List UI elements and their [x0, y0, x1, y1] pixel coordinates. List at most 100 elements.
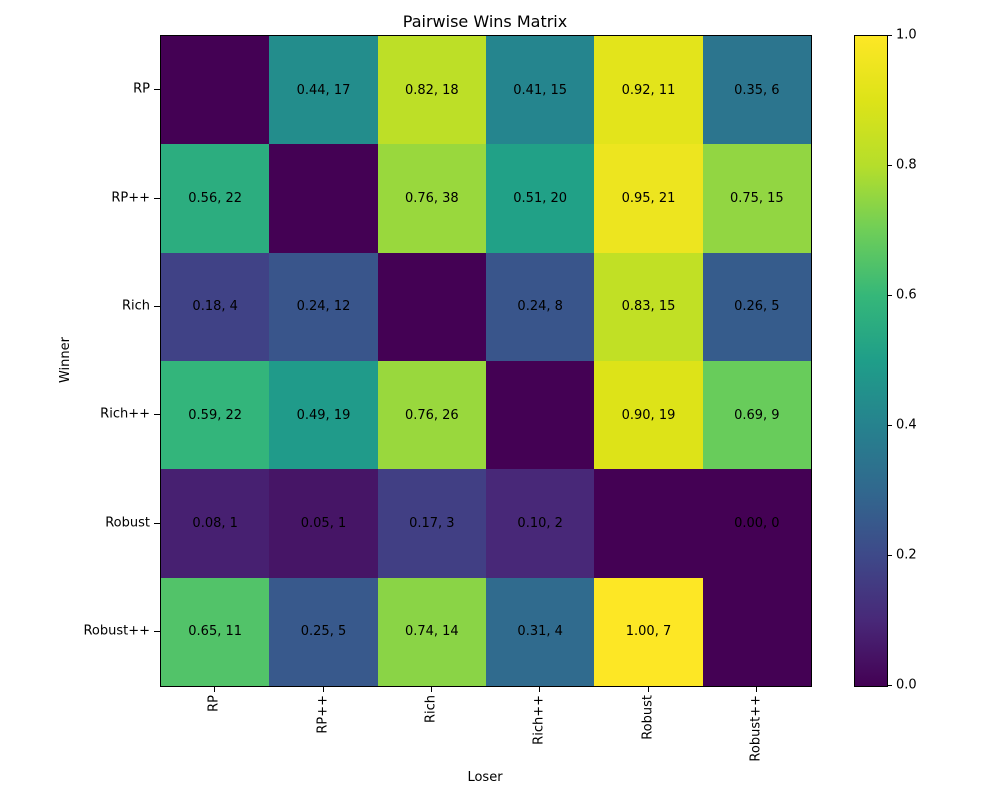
heatmap-cell: 0.08, 1 [161, 469, 270, 578]
colorbar-tick-label: 0.4 [896, 417, 917, 433]
heatmap-cell-label: 0.05, 1 [300, 515, 347, 531]
heatmap-cell-label: 0.65, 11 [188, 624, 243, 640]
colorbar-tick-mark [887, 425, 892, 426]
heatmap-cell: 0.41, 15 [486, 36, 595, 145]
heatmap-cell: 0.69, 9 [702, 361, 811, 470]
row-label: Robust [105, 515, 150, 530]
colorbar [854, 35, 888, 687]
colorbar-tick-mark [887, 295, 892, 296]
heatmap-cell [269, 144, 378, 253]
heatmap-cell-label: 0.76, 38 [404, 190, 459, 206]
x-tick-mark [755, 686, 757, 692]
heatmap-cell: 0.92, 11 [594, 36, 703, 145]
heatmap-cell: 0.74, 14 [377, 577, 486, 686]
row-label: Rich [121, 298, 150, 314]
heatmap-cell-label: 0.56, 22 [188, 190, 243, 206]
heatmap-cell-label: 0.49, 19 [296, 407, 351, 423]
heatmap-cell-label: 0.31, 4 [517, 624, 563, 640]
colorbar-tick-mark [887, 685, 892, 686]
colorbar-tick-label: 0.0 [896, 677, 917, 693]
chart-title: Pairwise Wins Matrix [402, 12, 568, 31]
heatmap-cell-label: 0.00, 0 [734, 515, 780, 531]
heatmap-cell: 0.83, 15 [594, 252, 703, 361]
col-label: Robust [640, 695, 655, 740]
heatmap-cell: 0.75, 15 [702, 144, 811, 253]
colorbar-tick-label: 0.2 [896, 547, 917, 563]
heatmap-cell-label: 0.25, 5 [300, 624, 347, 640]
heatmap-cell-label: 0.24, 12 [296, 299, 351, 315]
heatmap-cell: 0.24, 12 [269, 252, 378, 361]
colorbar-tick-label: 0.8 [896, 157, 917, 173]
row-label: RP [133, 81, 150, 97]
x-tick-mark [539, 686, 541, 692]
heatmap-cell-label: 0.08, 1 [192, 515, 238, 531]
heatmap-cell: 0.24, 8 [486, 252, 595, 361]
colorbar-tick-mark [887, 165, 892, 166]
heatmap-cell-label: 0.90, 19 [621, 407, 676, 423]
heatmap-axes: 0.44, 17 0.82, 18 0.41, 15 0.92, 11 0.35, 6 0… [160, 35, 812, 687]
heatmap-cell-label: 0.75, 15 [729, 190, 784, 206]
col-label: RP++ [315, 695, 330, 734]
col-label: Robust++ [748, 695, 764, 762]
heatmap-cell: 0.05, 1 [269, 469, 378, 578]
heatmap-cell: 0.44, 17 [269, 36, 378, 145]
heatmap-cell: 0.59, 22 [161, 361, 270, 470]
colorbar-tick-mark [887, 35, 892, 36]
colorbar-tick-mark [887, 555, 892, 556]
heatmap-cell-label: 0.69, 9 [734, 407, 780, 423]
heatmap-cell: 0.56, 22 [161, 144, 270, 253]
y-tick-mark [154, 305, 160, 307]
y-tick-mark [154, 414, 160, 416]
heatmap-cell-label: 1.00, 7 [625, 624, 672, 640]
heatmap-cell: 0.31, 4 [486, 577, 595, 686]
heatmap-grid: 0.44, 17 0.82, 18 0.41, 15 0.92, 11 0.35, 6 0… [161, 36, 811, 686]
heatmap-cell: 0.35, 6 [702, 36, 811, 145]
heatmap-cell-label: 0.51, 20 [513, 190, 568, 206]
heatmap-cell-label: 0.83, 15 [621, 299, 676, 315]
heatmap-cell-label: 0.18, 4 [192, 299, 238, 315]
heatmap-cell-label: 0.92, 11 [621, 82, 676, 98]
x-tick-mark [214, 686, 216, 692]
heatmap-cell: 1.00, 7 [594, 577, 703, 686]
heatmap-cell [594, 469, 703, 578]
row-label: Rich++ [100, 406, 150, 422]
heatmap-cell: 0.10, 2 [486, 469, 595, 578]
row-label: RP++ [111, 190, 150, 205]
heatmap-cell-label: 0.17, 3 [409, 515, 455, 531]
heatmap-cell: 0.25, 5 [269, 577, 378, 686]
heatmap-cell [161, 36, 270, 145]
colorbar-tick-label: 0.6 [896, 287, 917, 303]
x-tick-mark [430, 686, 432, 692]
heatmap-cell-label: 0.82, 18 [404, 82, 459, 98]
heatmap-cell [377, 252, 486, 361]
colorbar-tick-label: 1.0 [896, 27, 917, 43]
heatmap-cell-label: 0.74, 14 [404, 624, 459, 640]
col-label: Rich++ [531, 695, 547, 745]
heatmap-cell: 0.51, 20 [486, 144, 595, 253]
y-tick-mark [154, 89, 160, 91]
col-label: Rich [423, 695, 439, 724]
heatmap-cell-label: 0.35, 6 [734, 82, 780, 98]
col-label: RP [206, 695, 222, 712]
heatmap-cell [702, 577, 811, 686]
heatmap-cell: 0.00, 0 [702, 469, 811, 578]
row-label: Robust++ [83, 623, 150, 639]
x-tick-mark [322, 686, 324, 692]
heatmap-cell-label: 0.95, 21 [621, 190, 676, 206]
heatmap-cell-label: 0.24, 8 [517, 299, 563, 315]
heatmap-cell-label: 0.44, 17 [296, 82, 351, 98]
heatmap-cell-label: 0.76, 26 [404, 407, 459, 423]
heatmap-cell-label: 0.26, 5 [734, 299, 780, 315]
heatmap-cell-label: 0.59, 22 [188, 407, 243, 423]
heatmap-cell [486, 361, 595, 470]
heatmap-cell-label: 0.10, 2 [517, 515, 563, 531]
heatmap-cell: 0.49, 19 [269, 361, 378, 470]
heatmap-cell: 0.82, 18 [377, 36, 486, 145]
x-axis-label: Loser [467, 770, 503, 785]
y-tick-mark [154, 197, 160, 199]
heatmap-cell: 0.18, 4 [161, 252, 270, 361]
y-tick-mark [154, 522, 160, 524]
heatmap-cell: 0.76, 38 [377, 144, 486, 253]
y-tick-mark [154, 630, 160, 632]
